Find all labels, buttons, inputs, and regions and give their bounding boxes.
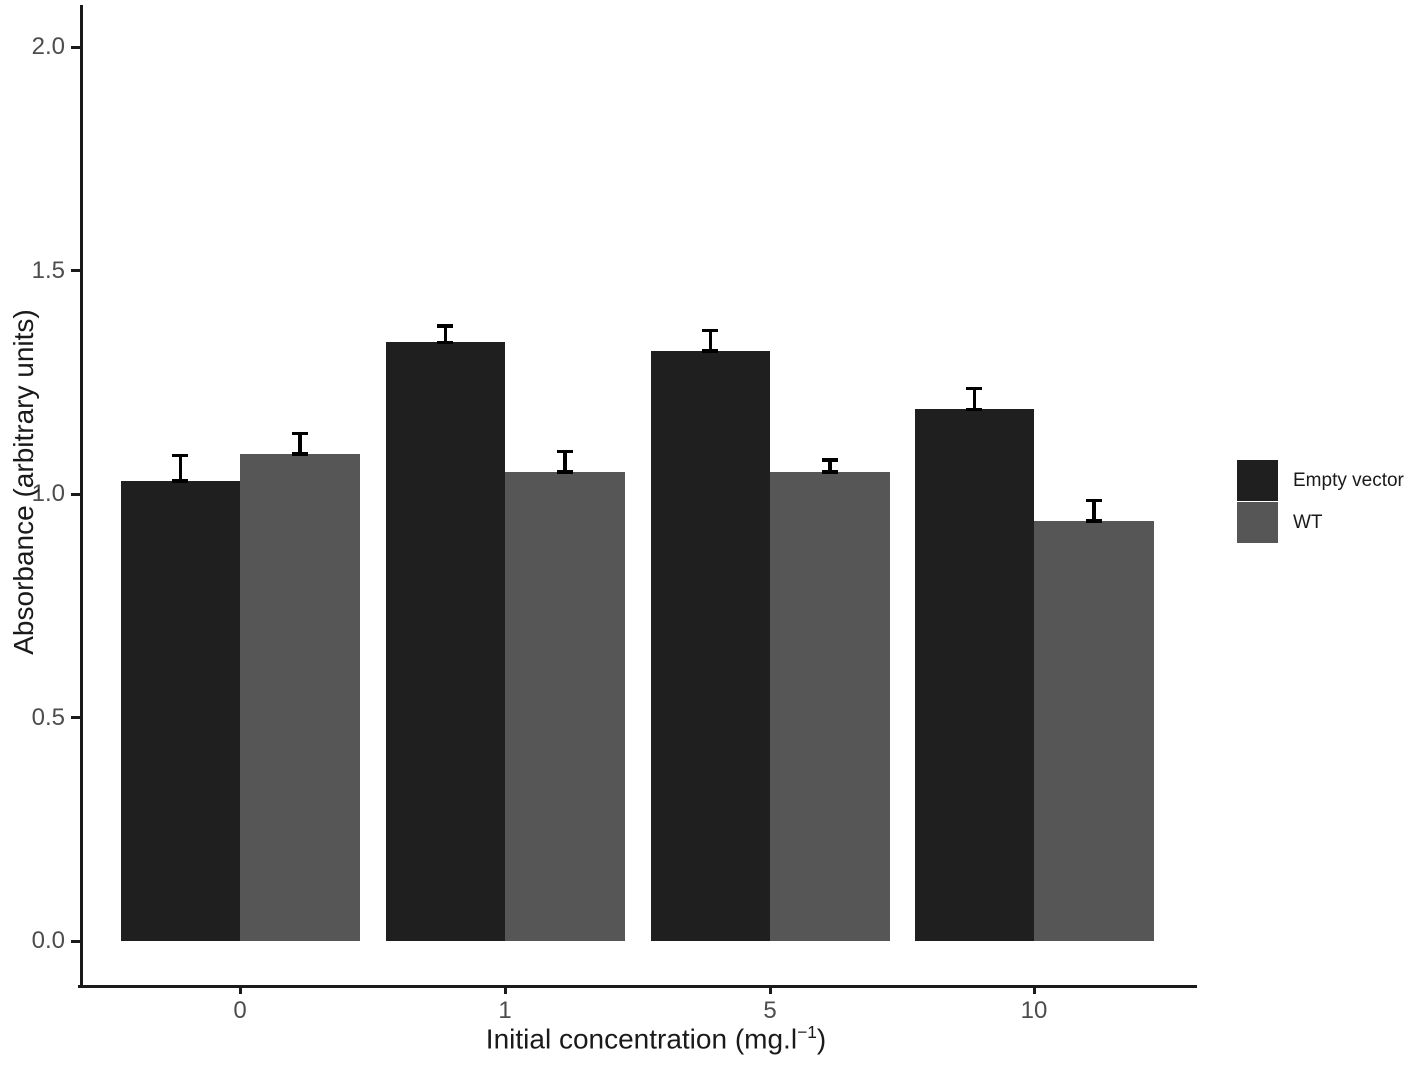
legend-item-wt: WT xyxy=(1237,502,1404,543)
error-bar-line xyxy=(828,458,832,472)
legend-swatch-empty-vector xyxy=(1237,460,1278,501)
y-axis-line xyxy=(80,5,83,988)
y-tick-label: 0.0 xyxy=(31,927,65,954)
error-bar-cap-top xyxy=(821,458,838,462)
y-axis-title: Absorbance (arbitrary units) xyxy=(8,309,39,655)
bar-empty-vector-x5 xyxy=(650,351,770,941)
error-bar-line xyxy=(298,431,302,454)
legend-item-empty-vector: Empty vector xyxy=(1237,460,1404,501)
x-tick-mark xyxy=(503,985,507,994)
x-axis-title: Initial concentration (mg.l−1) xyxy=(0,1022,1312,1055)
y-tick-mark xyxy=(71,45,80,49)
error-bar-cap-bottom xyxy=(966,407,983,412)
error-bar-cap-bottom xyxy=(1085,519,1102,523)
error-bar-cap-bottom xyxy=(437,340,454,345)
legend-label-wt: WT xyxy=(1293,511,1323,533)
x-tick-label: 5 xyxy=(763,997,777,1024)
y-tick-label: 2.0 xyxy=(31,33,65,61)
error-bar-cap-bottom xyxy=(291,452,308,456)
x-axis-line xyxy=(78,985,1197,988)
x-tick-mark xyxy=(768,985,772,994)
bar-wt-x1 xyxy=(505,471,625,941)
bar-wt-x5 xyxy=(770,471,890,941)
error-bar-cap-bottom xyxy=(556,470,573,474)
error-bar-line xyxy=(443,324,447,343)
error-bar-line xyxy=(972,386,976,410)
bar-wt-x10 xyxy=(1034,521,1154,941)
y-tick-mark xyxy=(71,492,80,496)
error-bar-cap-top xyxy=(702,328,719,333)
legend: Empty vector WT xyxy=(1237,460,1404,544)
error-bar-cap-top xyxy=(966,386,983,391)
y-tick-label: 1.0 xyxy=(31,480,65,508)
y-tick-mark xyxy=(71,939,80,943)
error-bar-line xyxy=(1092,498,1096,521)
error-bar-cap-bottom xyxy=(702,349,719,353)
y-tick-mark xyxy=(71,716,80,720)
x-axis-title-text: Initial concentration (mg.l xyxy=(485,1023,798,1055)
bar-empty-vector-x10 xyxy=(914,409,1034,941)
error-bar-cap-top xyxy=(437,324,454,328)
x-axis-title-close-paren: ) xyxy=(816,1023,827,1055)
x-tick-label: 10 xyxy=(1020,997,1048,1024)
x-tick-label: 1 xyxy=(498,997,512,1024)
error-bar-line xyxy=(708,328,712,352)
y-tick-mark xyxy=(71,269,80,273)
error-bar-cap-bottom xyxy=(821,470,838,474)
x-tick-mark xyxy=(1032,985,1036,994)
error-bar-cap-top xyxy=(556,449,573,454)
legend-label-empty-vector: Empty vector xyxy=(1293,469,1404,491)
error-bar-cap-top xyxy=(1085,498,1102,503)
x-tick-label: 0 xyxy=(233,997,247,1024)
error-bar-line xyxy=(178,453,182,481)
bar-empty-vector-x1 xyxy=(385,342,505,941)
x-axis-title-superscript: −1 xyxy=(797,1022,817,1042)
error-bar-line xyxy=(563,449,567,472)
legend-swatch-wt xyxy=(1237,502,1278,543)
error-bar-cap-bottom xyxy=(172,479,189,483)
bar-wt-x0 xyxy=(240,453,360,941)
error-bar-cap-top xyxy=(172,453,189,458)
error-bar-cap-top xyxy=(291,431,308,436)
bar-empty-vector-x0 xyxy=(120,480,240,941)
x-tick-mark xyxy=(238,985,242,994)
y-tick-label: 1.5 xyxy=(31,256,65,284)
y-tick-label: 0.5 xyxy=(31,703,65,731)
